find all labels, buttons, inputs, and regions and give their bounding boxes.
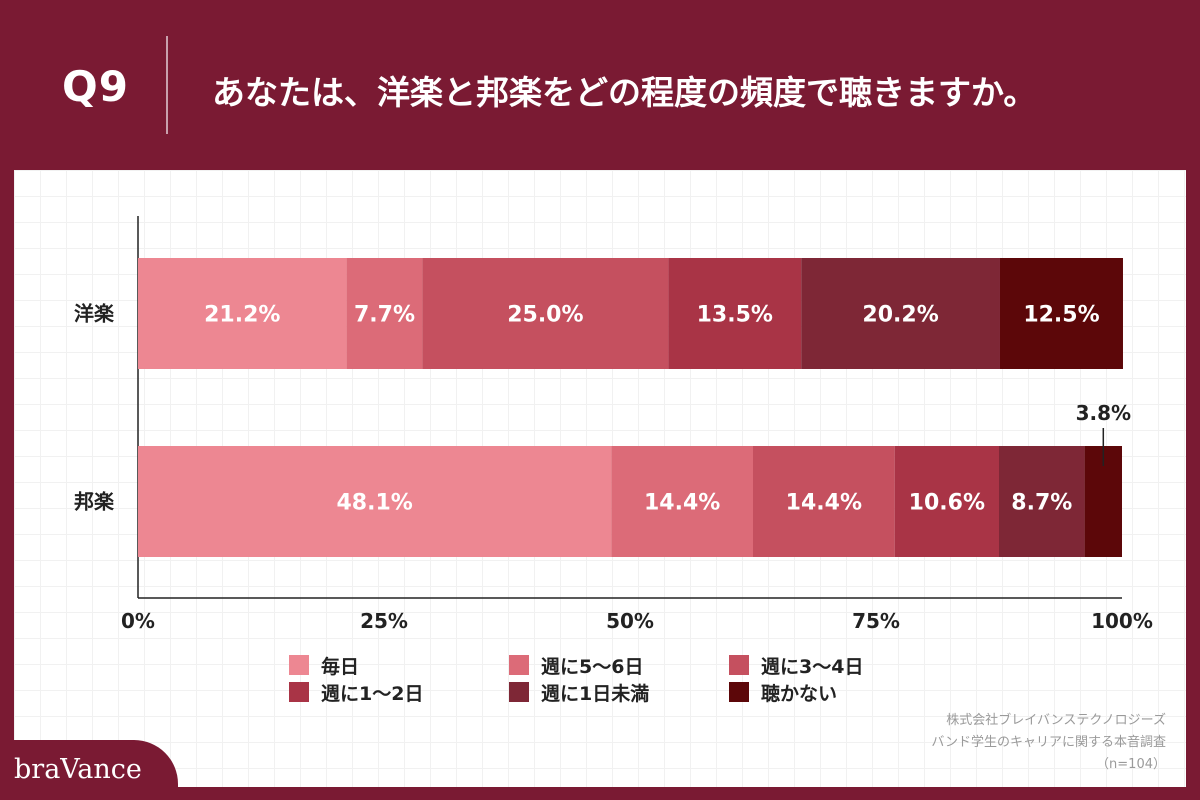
bar-segment xyxy=(668,258,802,369)
legend-swatch xyxy=(509,682,529,702)
source-sample-size: （n=104） xyxy=(1096,757,1166,772)
bar-segment xyxy=(611,446,753,557)
data-label: 20.2% xyxy=(862,303,938,328)
bar-segment xyxy=(999,446,1085,557)
legend-item: 週に1日未満 xyxy=(509,680,729,705)
data-label: 14.4% xyxy=(644,491,720,516)
legend-swatch xyxy=(289,655,309,675)
legend-swatch xyxy=(289,682,309,702)
data-label: 48.1% xyxy=(336,491,412,516)
category-label: 邦楽 xyxy=(74,490,115,514)
data-label: 10.6% xyxy=(909,491,985,516)
bar-segment xyxy=(422,258,669,369)
data-label: 3.8% xyxy=(1076,401,1131,425)
data-label: 12.5% xyxy=(1023,303,1099,328)
header: Q9 あなたは、洋楽と邦楽をどの程度の頻度で聴きますか。 xyxy=(0,0,1200,170)
bar-segment xyxy=(138,258,347,369)
legend-item: 毎日 xyxy=(289,653,509,678)
source-survey: バンド学生のキャリアに関する本音調査 xyxy=(931,735,1166,750)
question-number: Q9 xyxy=(62,62,129,111)
source-company: 株式会社ブレイバンステクノロジーズ xyxy=(946,713,1166,728)
data-label: 7.7% xyxy=(354,303,415,328)
legend-item: 週に1〜2日 xyxy=(289,680,509,705)
legend-label: 週に5〜6日 xyxy=(541,655,644,678)
data-label: 21.2% xyxy=(204,303,280,328)
chart-panel: 洋楽邦楽 21.2% 7.7% 25.0% 13.5% 20.2% 12.5% 48.1% 14… xyxy=(14,170,1186,787)
legend-item: 週に3〜4日 xyxy=(729,653,949,678)
logo-tab xyxy=(0,740,178,800)
legend-item: 聴かない xyxy=(729,680,949,705)
brand-logo: braVance xyxy=(14,754,142,785)
legend-label: 週に3〜4日 xyxy=(761,655,864,678)
data-label: 8.7% xyxy=(1011,491,1072,516)
x-tick-label: 75% xyxy=(852,609,900,633)
data-label: 13.5% xyxy=(697,303,773,328)
legend-swatch xyxy=(729,655,749,675)
header-divider xyxy=(166,36,168,134)
legend-label: 聴かない xyxy=(761,682,838,705)
legend-label: 毎日 xyxy=(321,655,360,678)
bar-segment xyxy=(999,258,1123,369)
legend-label: 週に1日未満 xyxy=(541,682,650,705)
bar-segment xyxy=(138,446,612,557)
bar-segment xyxy=(894,446,999,557)
legend-label: 週に1〜2日 xyxy=(321,682,424,705)
chart-legend: 毎日 週に5〜6日 週に3〜4日週に1〜2日 週に1日未満 聴かない xyxy=(289,653,969,705)
data-label: 14.4% xyxy=(786,491,862,516)
source-note: 株式会社ブレイバンステクノロジーズ バンド学生のキャリアに関する本音調査 （n=… xyxy=(931,710,1166,776)
bar-segment xyxy=(753,446,895,557)
bar-segment xyxy=(801,258,1000,369)
x-tick-label: 50% xyxy=(606,609,654,633)
legend-swatch xyxy=(729,682,749,702)
x-tick-label: 0% xyxy=(121,609,155,633)
question-title: あなたは、洋楽と邦楽をどの程度の頻度で聴きますか。 xyxy=(212,73,1037,112)
data-label: 25.0% xyxy=(507,303,583,328)
x-tick-label: 100% xyxy=(1091,609,1153,633)
x-tick-label: 25% xyxy=(360,609,408,633)
category-label: 洋楽 xyxy=(74,302,115,326)
legend-swatch xyxy=(509,655,529,675)
legend-item: 週に5〜6日 xyxy=(509,653,729,678)
bar-segment xyxy=(346,258,423,369)
